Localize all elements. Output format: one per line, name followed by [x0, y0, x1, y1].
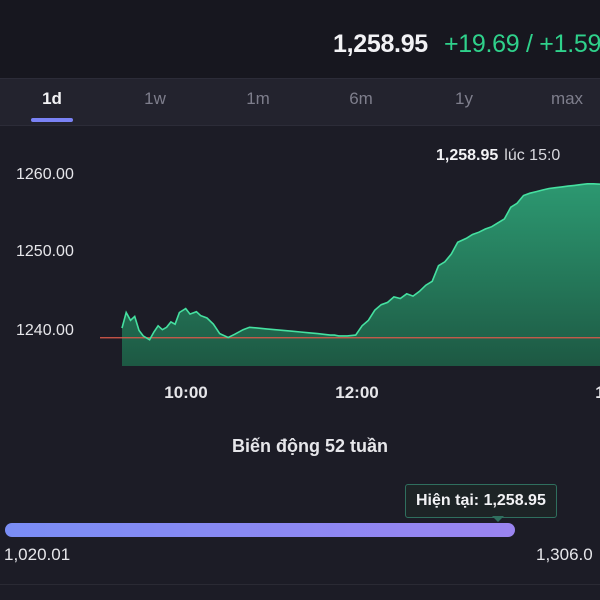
current-price-value: 1,258.95	[436, 147, 499, 164]
y-tick-label: 1250.00	[16, 243, 74, 260]
intraday-price-chart	[100, 183, 600, 366]
tab-6m[interactable]: 6m	[349, 89, 373, 108]
x-tick-label: 10:00	[164, 383, 208, 402]
tooltip-pointer	[492, 516, 504, 522]
current-price-label: 1,258.95 lúc 15:0	[436, 147, 560, 165]
current-price: 1,258.95	[333, 30, 428, 58]
y-tick-label: 1240.00	[16, 322, 74, 339]
52-week-high: 1,306.0	[536, 545, 593, 564]
tab-max[interactable]: max	[550, 89, 584, 108]
price-change: +19.69 / +1.59%	[444, 30, 600, 58]
active-tab-indicator	[31, 118, 73, 122]
divider	[0, 584, 600, 585]
52-week-range-title: Biến động 52 tuần	[231, 436, 388, 456]
price-header: 1,258.95 +19.69 / +1.59%	[0, 0, 600, 78]
price-area-fill	[122, 183, 600, 366]
52-week-range-bar	[5, 523, 515, 537]
current-price-tooltip: Hiện tại: 1,258.95	[405, 484, 557, 518]
timeframe-tabs: 1d 1w 1m 6m 1y max	[0, 78, 600, 126]
tab-1d[interactable]: 1d	[42, 89, 62, 108]
x-tick-label: 1	[595, 383, 600, 403]
current-price-time: lúc 15:0	[504, 147, 561, 164]
52-week-low: 1,020.01	[4, 545, 71, 564]
tab-1m[interactable]: 1m	[246, 89, 270, 108]
price-line	[121, 183, 600, 341]
y-tick-label: 1260.00	[16, 166, 74, 183]
tab-1y[interactable]: 1y	[455, 89, 473, 108]
x-tick-label: 12:00	[335, 383, 379, 402]
tab-1w[interactable]: 1w	[144, 89, 166, 108]
